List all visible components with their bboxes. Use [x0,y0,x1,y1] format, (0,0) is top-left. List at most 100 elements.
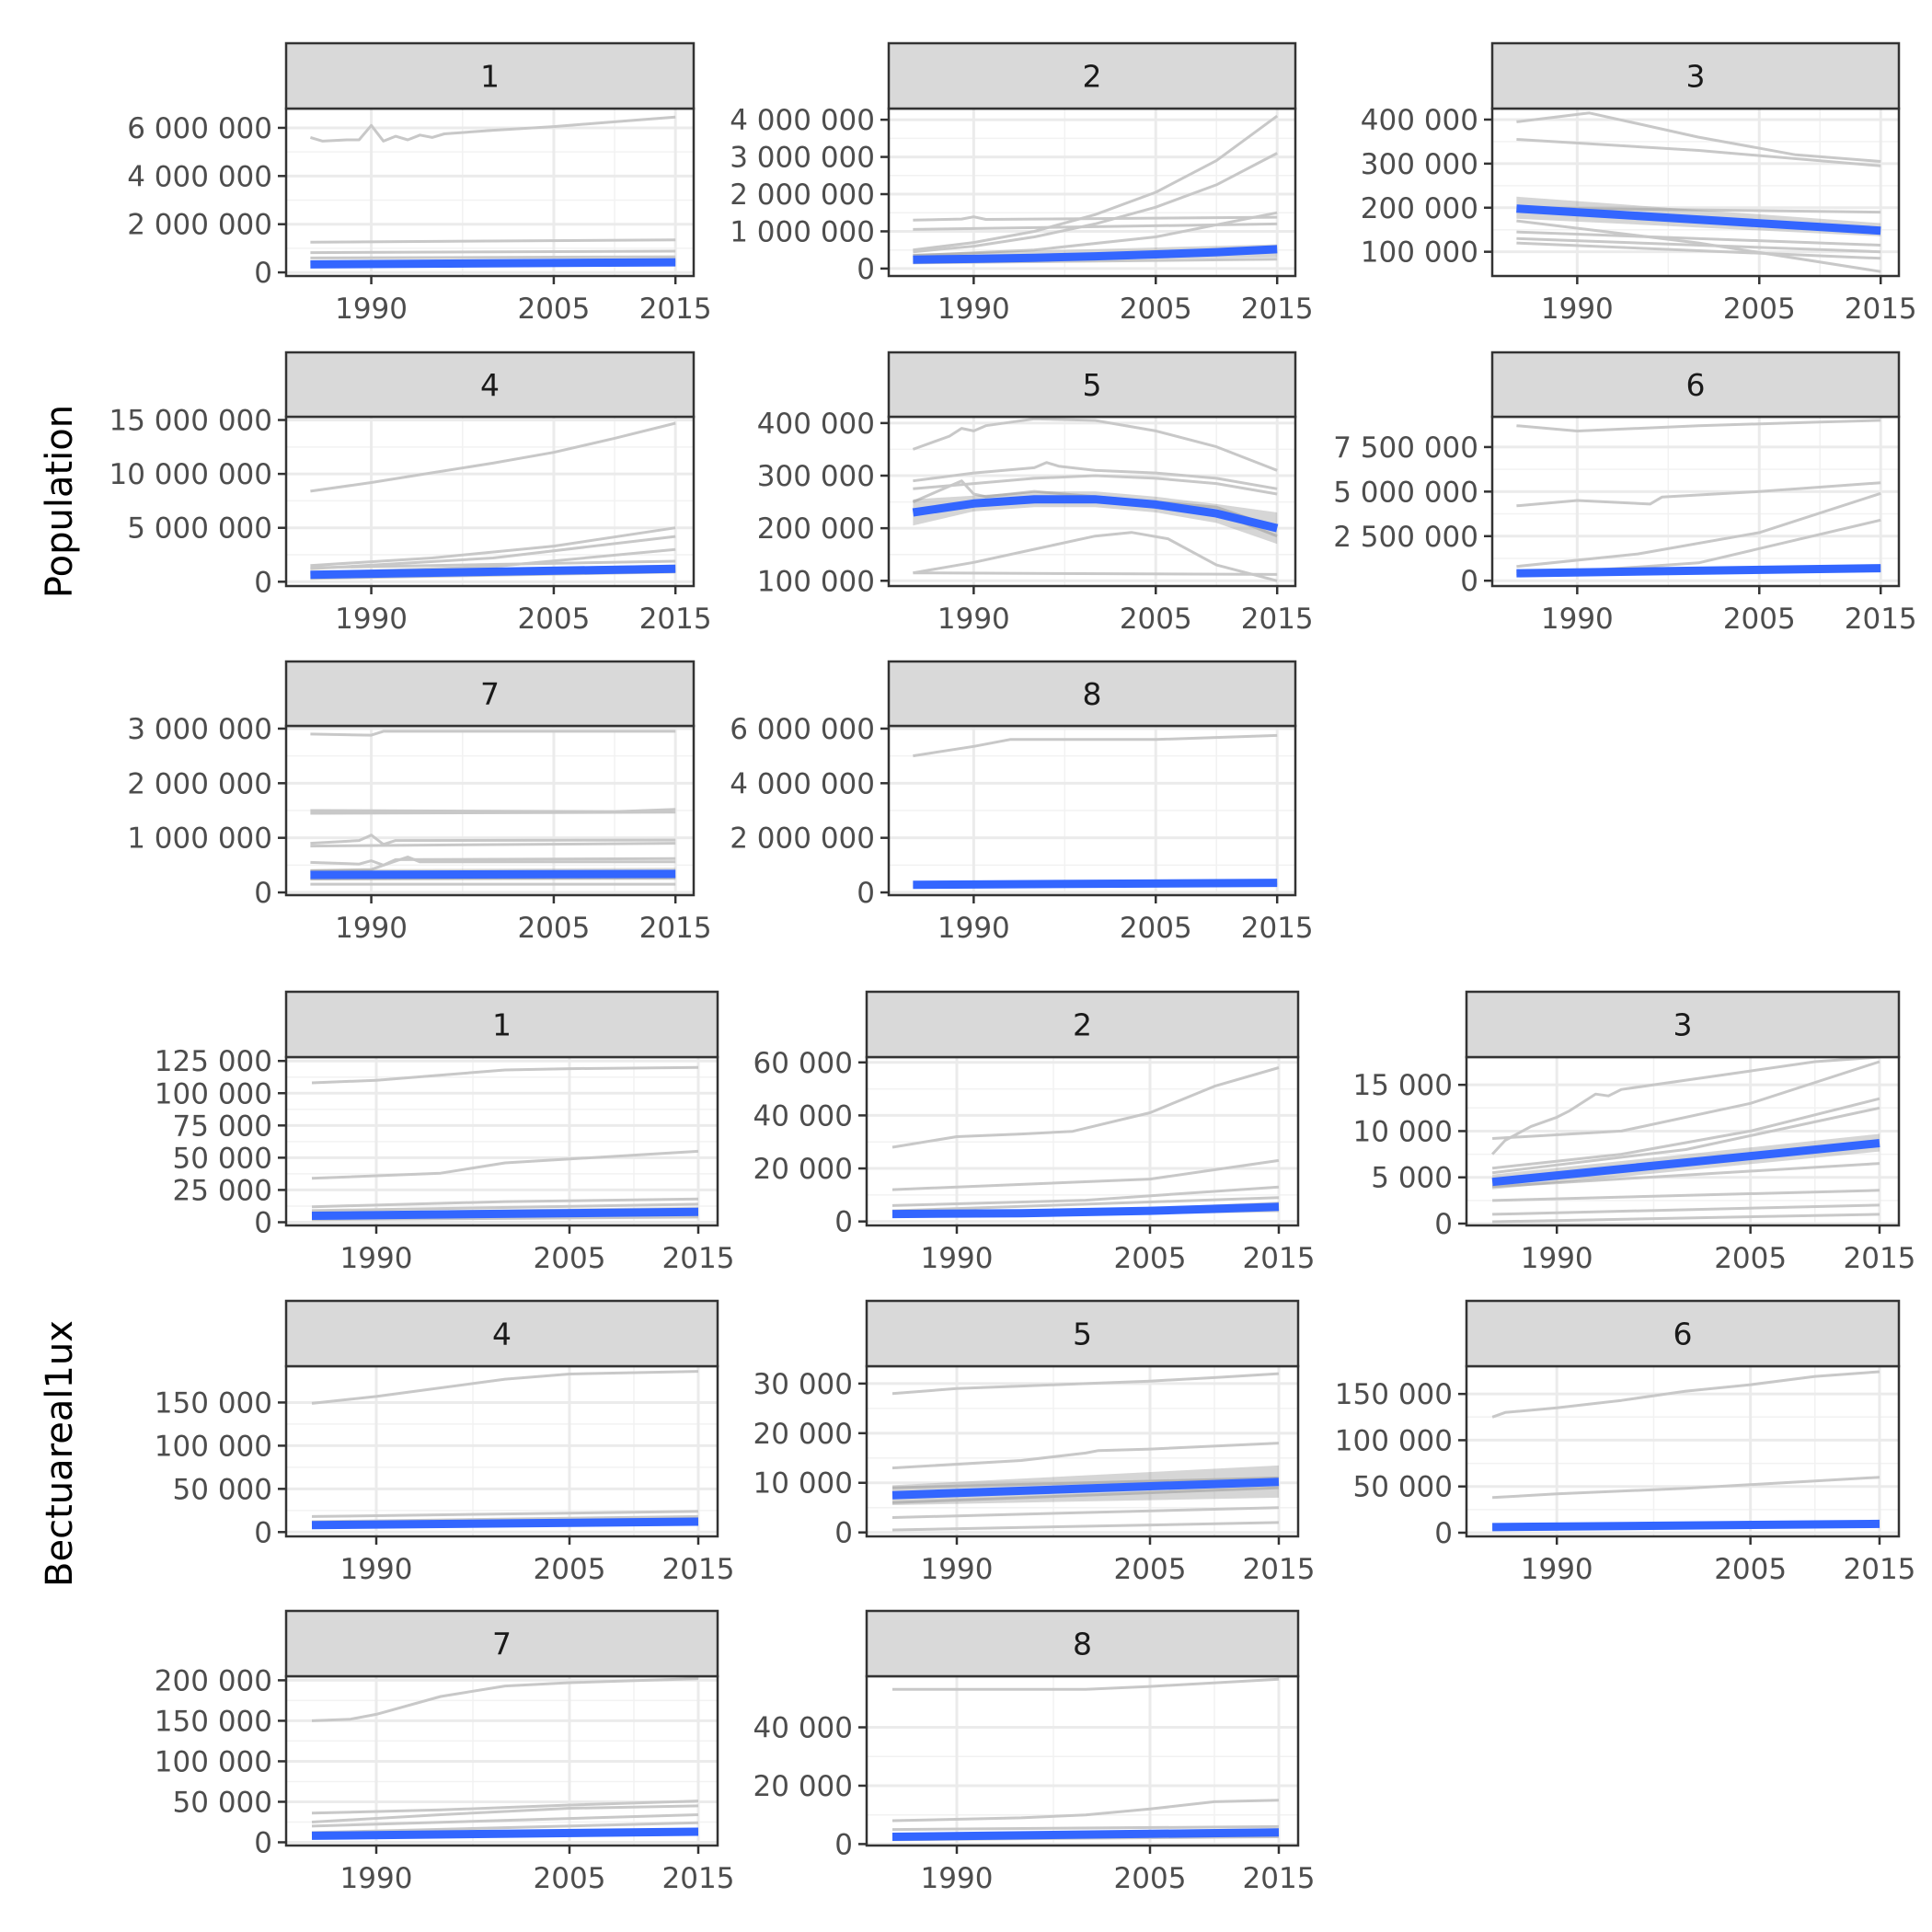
panel-7: 7 0 1 000 000 2 000 000 3 000 000 1990 2005 201… [127,660,712,945]
strip-label: 5 [1073,1317,1092,1352]
x-tick-label: 2015 [662,1862,735,1895]
y-tick-label: 150 000 [155,1386,272,1420]
series-line-3 [913,474,1278,496]
series-line-1 [311,1065,699,1085]
data-layer [310,421,676,581]
series-line-5 [1492,1162,1880,1189]
series-line-4 [311,1813,699,1828]
y-tick-label: 0 [857,877,875,910]
y-tick-label: 150 000 [1335,1378,1453,1411]
series-line-1 [913,733,1278,758]
x-tick-label: 1990 [937,603,1010,636]
y-tick-label: 100 000 [155,1430,272,1463]
y-tick-label: 200 000 [1361,192,1478,225]
strip-background [865,1299,1300,1368]
y-tick-label: 2 000 000 [127,209,272,242]
data-layer [311,1370,699,1530]
series-line-2 [913,152,1278,254]
series-line-4 [912,479,1278,530]
y-tick-label: 10 000 000 [109,458,273,491]
x-tick-label: 1990 [921,1862,994,1895]
series-line-1 [309,115,676,143]
x-tick-label: 2005 [1120,603,1192,636]
series-line-1 [1491,1370,1880,1419]
y-tick-label: 0 [1434,1208,1453,1241]
panel-5: 5 0 10 000 20 000 30 000 1990 2005 2015 [753,1299,1316,1586]
series-line-7 [913,571,1278,576]
y-tick-label: 0 [834,1828,853,1861]
series-line-6 [310,857,676,867]
series-line-3 [891,1185,1280,1207]
series-line-4 [310,834,676,846]
x-tick-label: 2005 [1723,603,1796,636]
y-tick-label: 50 000 [173,1142,272,1175]
x-tick-label: 2015 [1241,912,1314,945]
strip-label: 7 [480,676,500,712]
series-line-1 [310,730,676,737]
x-tick-label: 1990 [1521,1553,1593,1586]
series-line-6 [891,1521,1280,1532]
strip-label: 3 [1673,1007,1693,1043]
series-line-4 [891,1196,1280,1213]
x-tick-label: 2015 [1845,293,1917,326]
x-tick-label: 1990 [340,1553,413,1586]
series-line-2 [891,1158,1280,1191]
trend-line [311,1517,699,1530]
strip-label: 4 [492,1317,512,1352]
y-tick-label: 5 000 000 [127,512,272,546]
data-layer [1491,1057,1880,1224]
data-layer [1491,1370,1880,1532]
panel-2: 2 0 20 000 40 000 60 000 1990 2005 2015 [753,990,1315,1275]
x-tick-label: 1990 [921,1242,994,1275]
series-line-1 [913,114,1279,252]
series-line-2 [311,1510,699,1518]
x-tick-label: 2005 [1114,1242,1187,1275]
y-tick-label: 200 000 [155,1664,272,1697]
trend-line [891,1478,1280,1500]
data-layer [913,733,1278,890]
x-tick-label: 1990 [937,912,1010,945]
y-tick-label: 125 000 [155,1045,272,1078]
x-tick-label: 1990 [921,1553,994,1586]
y-tick-label: 150 000 [155,1705,272,1738]
y-tick-label: 50 000 [173,1786,272,1819]
y-tick-label: 300 000 [757,460,875,493]
x-tick-label: 2015 [1844,1242,1916,1275]
strip-background [284,41,696,110]
strip-background [887,351,1297,419]
series-line-2 [1516,138,1881,167]
series-line-2 [310,238,676,244]
series-line-2 [311,1149,699,1180]
trend-line [913,879,1278,890]
series-line-5 [310,842,676,848]
y-tick-label: 15 000 [1353,1069,1453,1102]
strip-label: 6 [1673,1317,1693,1352]
trend-line [1492,1519,1880,1532]
y-tick-label: 2 000 000 [730,178,875,212]
y-tick-label: 0 [1460,565,1478,598]
y-tick-label: 400 000 [1361,104,1478,137]
x-tick-label: 2005 [534,1242,606,1275]
x-tick-label: 2005 [1120,293,1192,326]
data-layer [912,417,1279,582]
x-tick-label: 2015 [1241,603,1314,636]
series-line-4 [1491,1106,1880,1175]
y-tick-label: 0 [834,1517,853,1550]
y-tick-label: 0 [254,1826,272,1859]
x-tick-label: 2015 [1243,1553,1316,1586]
data-layer [1516,419,1881,578]
series-line-5 [913,211,1278,258]
y-tick-label: 15 000 000 [109,405,273,438]
x-tick-label: 2015 [1241,293,1314,326]
series-line-1 [912,417,1278,472]
series-line-2 [310,526,676,568]
series-line-5 [1516,230,1881,247]
y-tick-label: 0 [254,1516,272,1549]
series-line-3 [1491,1097,1880,1170]
trend-line [310,869,676,880]
series-line-6 [1492,1189,1880,1202]
x-tick-label: 2005 [1120,912,1192,945]
